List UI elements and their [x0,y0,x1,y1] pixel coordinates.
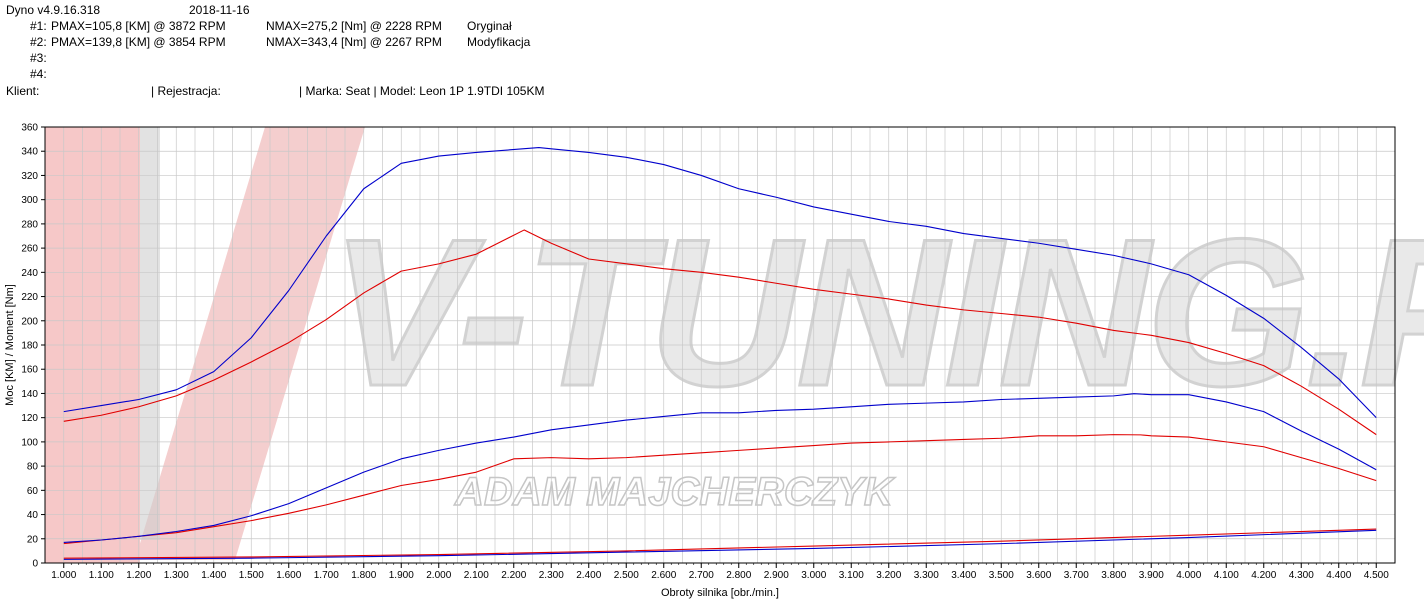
registration-label: | Rejestracja: [151,84,221,98]
x-tick-label: 4.400 [1326,570,1351,581]
x-tick-label: 2.800 [726,570,751,581]
series-line-torque-run1 [63,229,1377,436]
y-axis-ticks: 0 20 40 60 80 100 120 140 160 180 200 220 240 260 280 3… [21,123,45,570]
series-line-loss-run2 [63,529,1377,560]
x-tick-label: 3.400 [951,570,976,581]
run-1-label: Oryginał [467,19,512,33]
y-tick-label: 340 [21,147,38,158]
run-2-pmax: PMAX=139,8 [KM] @ 3854 RPM [51,35,226,49]
x-tick-label: 3.500 [989,570,1014,581]
y-tick-label: 200 [21,316,38,327]
y-tick-label: 100 [21,437,38,448]
run-3-id: #3: [30,51,47,65]
x-tick-label: 4.100 [1214,570,1239,581]
x-tick-label: 3.200 [876,570,901,581]
y-tick-label: 240 [21,268,38,279]
x-tick-label: 1.100 [89,570,114,581]
chart-series [63,147,1377,560]
x-tick-label: 3.900 [1139,570,1164,581]
watermark-v-shadow [140,127,160,540]
client-label: Klient: [6,84,40,98]
x-tick-label: 3.600 [1026,570,1051,581]
x-tick-label: 4.300 [1289,570,1314,581]
series-line-loss-run1 [63,528,1377,559]
series-line-torque-run2 [63,147,1377,419]
x-tick-label: 3.800 [1101,570,1126,581]
x-tick-label: 1.800 [351,570,376,581]
x-tick-label: 2.200 [501,570,526,581]
y-tick-label: 280 [21,219,38,230]
software-version: Dyno v4.9.16.318 [6,3,101,17]
x-tick-label: 2.300 [539,570,564,581]
y-tick-label: 300 [21,195,38,206]
x-tick-label: 4.000 [1176,570,1201,581]
run-1-pmax: PMAX=105,8 [KM] @ 3872 RPM [51,19,226,33]
x-tick-label: 3.700 [1064,570,1089,581]
vehicle-make-model: | Marka: Seat | Model: Leon 1P 1.9TDI 10… [299,84,545,98]
test-date: 2018-11-16 [189,3,250,17]
x-tick-label: 3.000 [801,570,826,581]
y-tick-label: 120 [21,413,38,424]
x-axis-label: Obroty silnika [obr./min.] [661,587,779,599]
x-tick-label: 2.000 [426,570,451,581]
y-tick-label: 60 [27,486,39,497]
y-tick-label: 320 [21,171,38,182]
x-tick-label: 4.500 [1364,570,1389,581]
x-tick-label: 4.200 [1251,570,1276,581]
x-tick-label: 1.200 [126,570,151,581]
x-tick-label: 1.700 [314,570,339,581]
y-tick-label: 160 [21,365,38,376]
x-tick-label: 2.500 [614,570,639,581]
x-tick-label: 2.900 [764,570,789,581]
y-tick-label: 80 [27,462,39,473]
x-tick-label: 1.400 [201,570,226,581]
run-1-nmax: NMAX=275,2 [Nm] @ 2228 RPM [266,19,442,33]
y-tick-label: 20 [27,534,39,545]
x-tick-label: 1.300 [164,570,189,581]
y-tick-label: 180 [21,341,38,352]
watermark-brand: V-TUNING.PL [330,195,1424,430]
series-line-power-run2 [63,393,1377,543]
run-2-label: Modyfikacja [467,35,531,49]
y-tick-label: 40 [27,510,39,521]
y-tick-label: 360 [21,123,38,134]
x-tick-label: 2.400 [576,570,601,581]
x-tick-label: 2.600 [651,570,676,581]
y-tick-label: 0 [32,559,38,570]
run-1-id: #1: [30,19,47,33]
x-axis-ticks: 1.000 1.100 1.200 1.300 1.400 1.500 1.600 1.700… [51,563,1389,581]
chart-grid [45,126,1395,564]
run-2-nmax: NMAX=343,4 [Nm] @ 2267 RPM [266,35,442,49]
y-tick-label: 260 [21,244,38,255]
y-tick-label: 220 [21,292,38,303]
x-tick-label: 1.600 [276,570,301,581]
x-tick-label: 3.100 [839,570,864,581]
watermark-author: ADAM MAJCHERCZYK [454,470,896,514]
y-axis-label: Moc [KM] / Moment [Nm] [4,284,16,406]
x-tick-label: 2.700 [689,570,714,581]
y-tick-label: 140 [21,389,38,400]
run-4-id: #4: [30,67,47,81]
watermark: V-TUNING.PL ADAM MAJCHERCZYK [45,127,1424,563]
x-tick-label: 1.000 [51,570,76,581]
x-tick-label: 2.100 [464,570,489,581]
x-tick-label: 1.500 [239,570,264,581]
x-tick-label: 3.300 [914,570,939,581]
x-tick-label: 1.900 [389,570,414,581]
run-2-id: #2: [30,35,47,49]
series-line-power-run1 [63,434,1377,545]
